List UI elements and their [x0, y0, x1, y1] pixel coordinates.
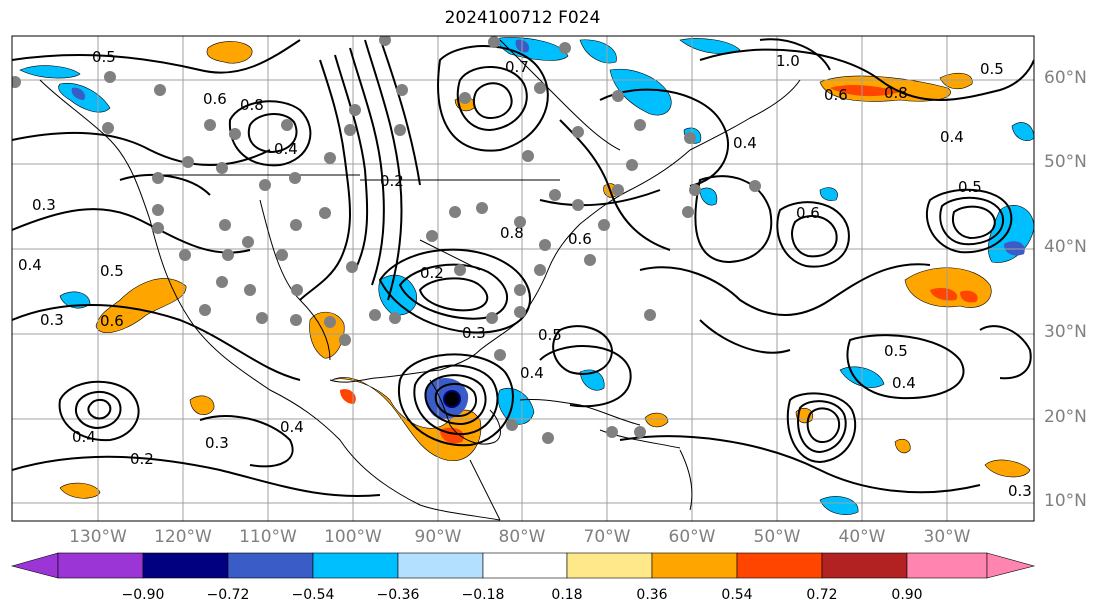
contour-label: 0.3 [1008, 482, 1032, 500]
contour-label: 0.5 [92, 48, 116, 66]
colorbar-bin [821, 552, 908, 579]
negative-shading [19, 37, 1034, 515]
latitude-label: 50°N [1044, 152, 1087, 172]
colorbar-tick-label: −0.54 [291, 587, 335, 603]
contour-label: 0.4 [892, 374, 916, 392]
contour-label: 0.2 [130, 450, 154, 468]
contour-label: 0.2 [380, 172, 404, 190]
latitude-label: 60°N [1044, 68, 1087, 88]
longitude-label: 70°W [583, 527, 631, 547]
colorbar-tick-label: 0.90 [891, 587, 923, 603]
longitude-label: 30°W [923, 527, 971, 547]
colorbar-bin [651, 552, 738, 579]
contour-label: 1.0 [776, 52, 800, 70]
contour-label: 0.6 [568, 230, 592, 248]
contour-label: 0.6 [824, 86, 848, 104]
colorbar-bin [57, 552, 144, 579]
colorbar-tick-label: 0.72 [806, 587, 838, 603]
colorbar-tick-label: 0.36 [636, 587, 668, 603]
station-markers [12, 36, 761, 444]
latitude-label: 40°N [1044, 237, 1087, 257]
contour-label: 0.2 [420, 264, 444, 282]
contour-label: 0.5 [100, 262, 124, 280]
contour-label: 0.5 [538, 326, 562, 344]
contour-label: 0.8 [500, 224, 524, 242]
longitude-label: 100°W [324, 527, 382, 547]
storm-center-marker [445, 392, 459, 406]
contour-label: 0.3 [462, 324, 486, 342]
contour-label-group: 0.5 0.6 0.8 0.4 0.2 0.7 0.3 0.8 0.4 0.6 … [18, 48, 1032, 500]
colorbar-tick-label: −0.90 [121, 587, 165, 603]
contour-label: 0.6 [796, 204, 820, 222]
colorbar-tick-label: −0.36 [376, 587, 420, 603]
contour-label: 0.4 [520, 364, 544, 382]
positive-shading [59, 41, 1031, 499]
longitude-label: 110°W [239, 527, 297, 547]
contour-label: 0.4 [18, 256, 42, 274]
colorbar-bin [736, 552, 823, 579]
contour-label: 0.7 [505, 58, 529, 76]
colorbar-tick-label: 0.54 [721, 587, 753, 603]
colorbar-bin [906, 552, 988, 579]
contour-label: 0.5 [980, 60, 1004, 78]
contour-label: 0.3 [40, 311, 64, 329]
contour-label: 0.3 [205, 434, 229, 452]
contour-label: 0.6 [100, 312, 124, 330]
latitude-label: 10°N [1044, 491, 1087, 511]
colorbar-bin [482, 552, 568, 579]
latitude-label: 20°N [1044, 407, 1087, 427]
longitude-label: 80°W [498, 527, 546, 547]
longitude-label: 120°W [154, 527, 212, 547]
contour-label: 0.4 [274, 140, 298, 158]
contour-label: 0.8 [884, 84, 908, 102]
colorbar-extend-low [10, 552, 59, 579]
contour-lines [12, 37, 1034, 497]
contour-label: 0.5 [958, 178, 982, 196]
longitude-label: 60°W [668, 527, 716, 547]
colorbar-bin [312, 552, 399, 579]
contour-label: 0.4 [733, 134, 757, 152]
contour-label: 0.8 [240, 96, 264, 114]
contour-label: 0.3 [32, 196, 56, 214]
longitude-label: 40°W [838, 527, 886, 547]
map-title: 2024100712 F024 [444, 8, 601, 28]
contour-label: 0.5 [884, 342, 908, 360]
longitude-label: 130°W [69, 527, 127, 547]
contour-label: 0.4 [72, 428, 96, 446]
colorbar-bin [142, 552, 229, 579]
colorbar-bin [566, 552, 653, 579]
plot-frame [11, 35, 1035, 522]
contour-label: 0.4 [280, 418, 304, 436]
colorbar-tick-label: −0.72 [206, 587, 250, 603]
latitude-label: 30°N [1044, 322, 1087, 342]
contour-label: 0.4 [940, 128, 964, 146]
longitude-label: 90°W [414, 527, 462, 547]
colorbar-extend-high [986, 552, 1036, 579]
colorbar [10, 552, 1036, 579]
contour-label: 0.6 [203, 90, 227, 108]
colorbar-bin [397, 552, 484, 579]
colorbar-tick-label: 0.18 [551, 587, 583, 603]
colorbar-bin [227, 552, 314, 579]
longitude-label: 50°W [753, 527, 801, 547]
strong-positive-shading [340, 85, 978, 444]
colorbar-tick-label: −0.18 [461, 587, 505, 603]
